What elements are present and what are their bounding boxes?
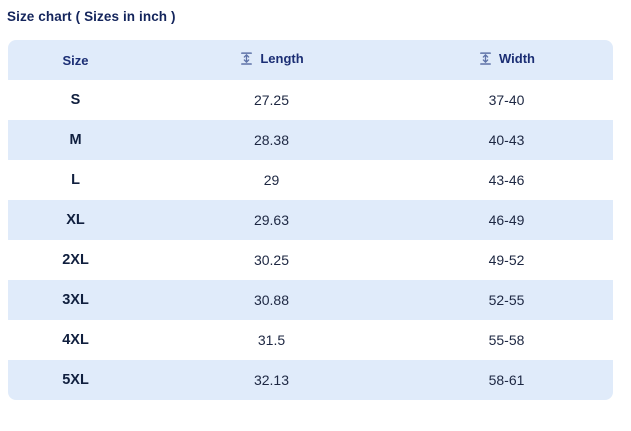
width-cell: 37-40: [488, 92, 525, 108]
vertical-measure-icon: [239, 51, 254, 66]
size-cell: XL: [66, 212, 85, 228]
table-header: Size: [8, 40, 613, 80]
table-row: 4XL 31.5 55-58: [8, 320, 613, 360]
header-row: Size: [8, 40, 613, 80]
size-chart-table: Size: [8, 40, 613, 400]
table-row: XL 29.63 46-49: [8, 200, 613, 240]
column-header-width: Width: [400, 40, 613, 80]
length-cell: 27.25: [253, 92, 290, 108]
size-cell: 4XL: [62, 332, 89, 348]
size-cell: 5XL: [62, 372, 89, 388]
table-body: S 27.25 37-40 M 28.38 40-43 L 29 43-46 X…: [8, 80, 613, 400]
table-row: 3XL 30.88 52-55: [8, 280, 613, 320]
width-cell: 55-58: [488, 332, 525, 348]
table-row: S 27.25 37-40: [8, 80, 613, 120]
length-cell: 28.38: [253, 132, 290, 148]
width-cell: 49-52: [488, 252, 525, 268]
length-cell: 29: [263, 172, 280, 188]
length-cell: 30.88: [253, 292, 290, 308]
column-header-length-label: Length: [260, 51, 304, 66]
size-cell: 2XL: [62, 252, 89, 268]
width-cell: 58-61: [488, 372, 525, 388]
width-cell: 46-49: [488, 212, 525, 228]
size-chart-table-container: Size: [8, 40, 613, 400]
size-cell: L: [71, 172, 80, 188]
table-row: 5XL 32.13 58-61: [8, 360, 613, 400]
length-cell: 30.25: [253, 252, 290, 268]
table-row: 2XL 30.25 49-52: [8, 240, 613, 280]
width-cell: 52-55: [488, 292, 525, 308]
length-cell: 31.5: [257, 332, 286, 348]
column-header-size-label: Size: [62, 52, 89, 68]
column-header-size: Size: [8, 40, 143, 80]
width-cell: 43-46: [488, 172, 525, 188]
length-cell: 29.63: [253, 212, 290, 228]
vertical-measure-icon: [478, 51, 493, 66]
size-cell: M: [69, 132, 82, 148]
table-row: L 29 43-46: [8, 160, 613, 200]
width-cell: 40-43: [488, 132, 525, 148]
size-cell: S: [70, 92, 81, 108]
length-cell: 32.13: [253, 372, 290, 388]
size-cell: 3XL: [62, 292, 89, 308]
page-title: Size chart ( Sizes in inch ): [7, 9, 176, 24]
column-header-length: Length: [143, 40, 400, 80]
table-row: M 28.38 40-43: [8, 120, 613, 160]
column-header-width-label: Width: [499, 51, 535, 66]
